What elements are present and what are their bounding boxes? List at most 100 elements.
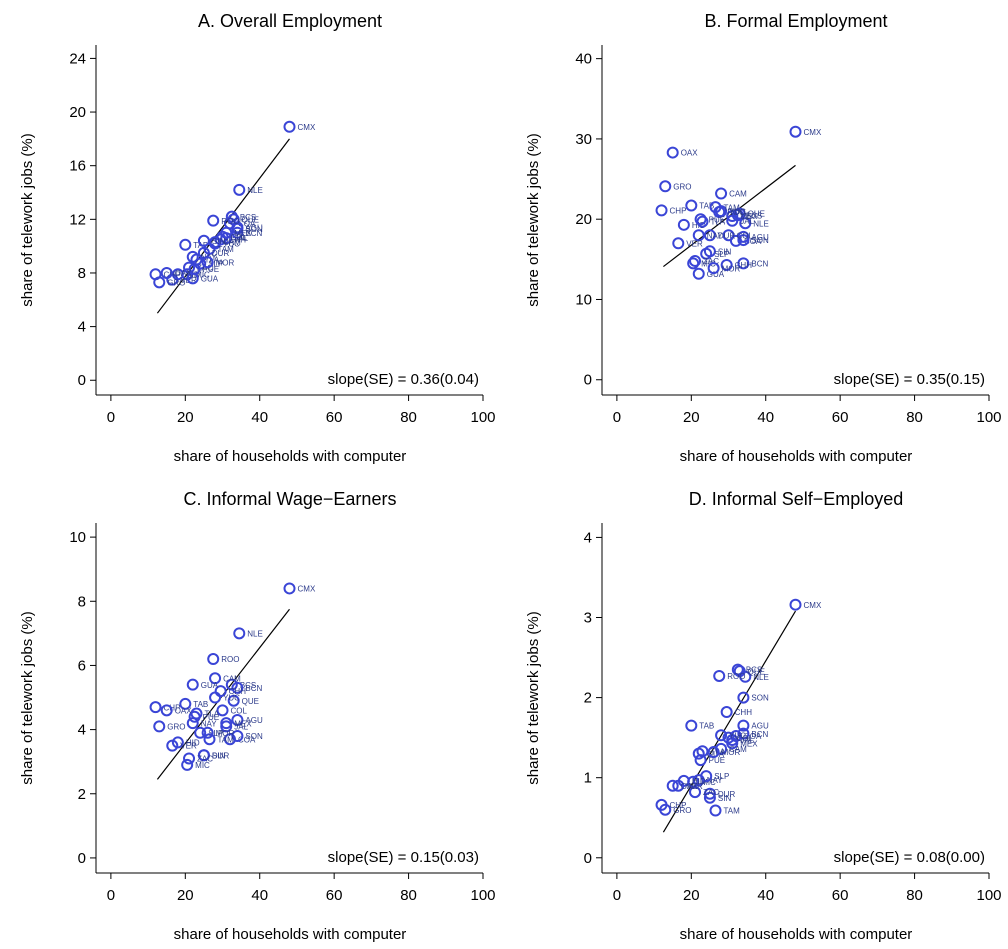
point	[283, 120, 296, 133]
point-label: MEX	[234, 229, 252, 238]
x-tick-label: 20	[177, 887, 194, 904]
y-tick-label: 4	[78, 319, 86, 336]
point	[689, 786, 702, 799]
x-tick-label: 60	[832, 409, 849, 426]
point-label: SLP	[714, 772, 729, 781]
x-tick-label: 100	[470, 409, 495, 426]
point-label: BCS	[746, 666, 762, 675]
slope-annotation: slope(SE) = 0.15(0.03)	[328, 849, 479, 866]
point-label: SON	[751, 694, 769, 703]
point-label: NLE	[247, 186, 263, 195]
y-tick-label: 10	[575, 291, 592, 308]
point	[183, 752, 196, 765]
x-tick-label: 0	[107, 887, 115, 904]
point-label: HID	[692, 777, 706, 786]
point-label: OAX	[175, 269, 193, 278]
point-label: TAM	[217, 245, 234, 254]
point	[666, 146, 679, 159]
point	[160, 266, 173, 279]
point-label: NAY	[201, 719, 218, 728]
point-label: JAL	[740, 217, 754, 226]
point-label: AGU	[245, 223, 263, 232]
point	[160, 704, 173, 717]
point-label: SIN	[212, 237, 226, 246]
point-label: CHP	[670, 801, 687, 810]
point	[737, 719, 750, 732]
point	[225, 210, 238, 223]
y-axis-label: share of telework jobs (%)	[19, 133, 36, 306]
point	[233, 183, 246, 196]
y-tick-label: 16	[69, 158, 86, 175]
x-tick-label: 80	[400, 887, 417, 904]
point	[672, 779, 685, 792]
point-label: CMX	[804, 601, 822, 610]
point-label: TAB	[193, 700, 208, 709]
y-tick-label: 8	[78, 593, 86, 610]
point-label: CAM	[729, 745, 747, 754]
point-label: MOR	[722, 748, 741, 757]
point-label: BCS	[240, 213, 256, 222]
y-axis-label: share of telework jobs (%)	[525, 611, 542, 784]
x-tick-label: 40	[757, 409, 774, 426]
point-label: SIN	[718, 794, 732, 803]
y-tick-label: 20	[575, 211, 592, 228]
point-label: GRO	[167, 723, 185, 732]
point-label: HID	[186, 270, 200, 279]
x-tick-label: 0	[613, 887, 621, 904]
slope-annotation: slope(SE) = 0.36(0.04)	[328, 371, 479, 388]
point	[696, 745, 709, 758]
point	[183, 261, 196, 274]
point	[666, 779, 679, 792]
point-label: PUE	[203, 265, 219, 274]
point-label: DUR	[718, 790, 736, 799]
point-label: TLA	[710, 218, 725, 227]
point-label: PUE	[709, 215, 725, 224]
point-label: CMX	[804, 128, 822, 137]
point-label: CHH	[735, 261, 753, 270]
point	[700, 247, 713, 260]
point-label: TAB	[699, 722, 714, 731]
point	[186, 678, 199, 691]
x-tick-label: 100	[470, 887, 495, 904]
point	[726, 209, 739, 222]
point-label: QUE	[242, 697, 259, 706]
x-axis-label: share of households with computer	[174, 926, 407, 943]
point	[700, 770, 713, 783]
point	[201, 256, 214, 269]
panel: A. Overall Employment 0 4 8 12 16 20 24 0 20 40 60 8…	[19, 11, 496, 465]
point	[713, 669, 726, 682]
y-tick-label: 0	[584, 372, 592, 389]
point-label: VER	[686, 782, 703, 791]
x-tick-label: 40	[251, 409, 268, 426]
point-label: PUE	[709, 756, 725, 765]
x-tick-label: 80	[400, 409, 417, 426]
point-label: AGU	[751, 722, 769, 731]
point	[220, 717, 233, 730]
point	[722, 731, 735, 744]
point-label: YUC	[223, 240, 240, 249]
point-label: JAL	[234, 723, 248, 732]
y-axis-label: share of telework jobs (%)	[19, 611, 36, 784]
point-label: GUA	[707, 270, 725, 279]
y-tick-label: 40	[575, 51, 592, 68]
panel-title: A. Overall Employment	[198, 11, 382, 31]
point-label: MOR	[216, 729, 235, 738]
point-label: TAM	[217, 735, 234, 744]
point-label: MIC	[195, 270, 210, 279]
point-label: COA	[238, 219, 256, 228]
point	[203, 733, 216, 746]
point	[703, 791, 716, 804]
point	[655, 798, 668, 811]
point	[201, 726, 214, 739]
fit-line	[156, 138, 290, 314]
point	[223, 733, 236, 746]
y-tick-label: 3	[584, 610, 592, 627]
point-label: OAX	[681, 149, 699, 158]
y-tick-label: 4	[584, 529, 592, 546]
point-label: SON	[245, 225, 263, 234]
point-label: MIC	[195, 761, 210, 770]
point	[231, 713, 244, 726]
point-label: TLA	[204, 710, 219, 719]
point	[789, 125, 802, 138]
